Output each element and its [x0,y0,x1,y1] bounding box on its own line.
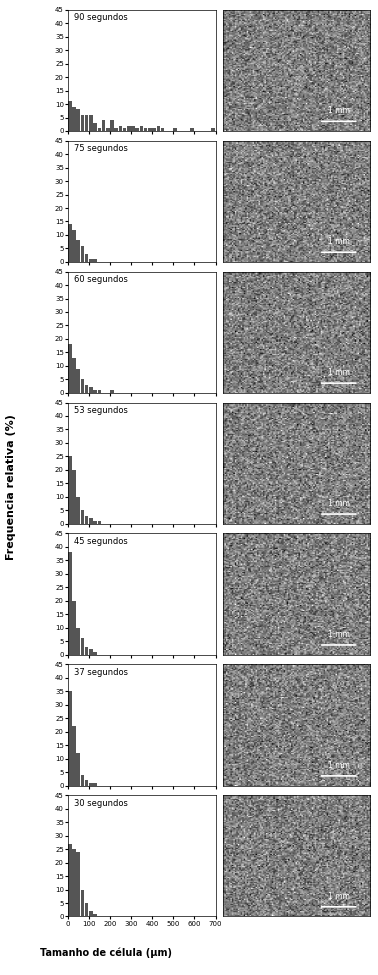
Bar [93,390,97,393]
Text: 37 segundos: 37 segundos [74,668,128,677]
Bar [190,129,194,131]
Text: 1 mm: 1 mm [328,892,350,901]
Bar [161,129,164,131]
Text: Tamanho de célula (μm): Tamanho de célula (μm) [40,948,172,958]
Bar [68,224,71,262]
Bar [76,497,80,524]
Text: 1 mm: 1 mm [328,368,350,377]
Bar [156,126,160,131]
Text: 45 segundos: 45 segundos [74,537,128,546]
Bar [174,129,177,131]
Bar [68,456,71,524]
Bar [68,552,71,654]
Bar [81,246,84,262]
Bar [81,639,84,654]
Bar [68,843,71,916]
Bar [81,115,84,131]
Bar [89,387,93,393]
Bar [81,775,84,786]
Bar [85,780,88,786]
Bar [85,646,88,654]
Bar [211,129,215,131]
Bar [72,358,76,393]
Bar [68,691,71,786]
Bar [102,120,105,131]
Bar [119,126,122,131]
Bar [144,129,147,131]
Bar [72,601,76,654]
Bar [89,911,93,916]
Bar [152,129,156,131]
Bar [106,129,110,131]
Bar [85,516,88,524]
Bar [93,914,97,916]
Bar [110,390,114,393]
Bar [140,126,143,131]
Text: 1 mm: 1 mm [328,499,350,508]
Bar [68,344,71,393]
Text: 30 segundos: 30 segundos [74,799,128,808]
Text: 1 mm: 1 mm [328,630,350,639]
Bar [131,126,135,131]
Text: 75 segundos: 75 segundos [74,144,128,153]
Bar [72,470,76,524]
Bar [76,369,80,393]
Bar [72,106,76,131]
Bar [135,129,139,131]
Bar [93,783,97,786]
Bar [68,101,71,131]
Bar [72,849,76,916]
Bar [89,783,93,786]
Text: Frequencia relativa (%): Frequencia relativa (%) [6,414,16,561]
Bar [89,649,93,654]
Bar [81,379,84,393]
Text: 53 segundos: 53 segundos [74,407,128,415]
Bar [85,115,88,131]
Bar [98,129,101,131]
Bar [76,109,80,131]
Bar [85,385,88,393]
Bar [123,129,126,131]
Bar [76,241,80,262]
Bar [81,889,84,916]
Bar [89,115,93,131]
Text: 1 mm: 1 mm [328,237,350,246]
Bar [85,254,88,262]
Text: 1 mm: 1 mm [328,106,350,115]
Bar [115,129,118,131]
Text: 90 segundos: 90 segundos [74,14,128,22]
Bar [93,652,97,654]
Bar [81,510,84,524]
Bar [98,521,101,524]
Bar [76,628,80,654]
Bar [93,521,97,524]
Bar [76,852,80,916]
Bar [85,903,88,916]
Bar [89,519,93,524]
Bar [98,390,101,393]
Bar [72,726,76,786]
Bar [110,120,114,131]
Bar [93,259,97,262]
Bar [89,259,93,262]
Bar [76,754,80,786]
Bar [148,129,152,131]
Bar [127,126,131,131]
Bar [93,123,97,131]
Bar [72,229,76,262]
Text: 1 mm: 1 mm [328,760,350,770]
Text: 60 segundos: 60 segundos [74,275,128,285]
